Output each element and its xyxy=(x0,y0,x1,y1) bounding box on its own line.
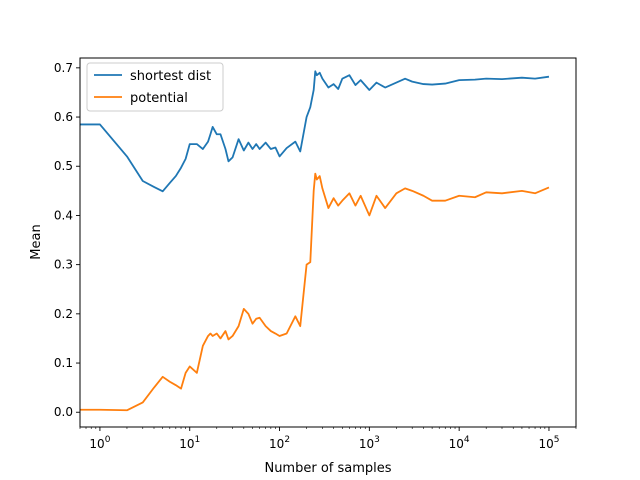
y-axis-ticks: 0.0 0.1 0.2 0.3 0.4 0.5 0.6 0.7 xyxy=(54,61,80,419)
series-layer xyxy=(80,70,550,412)
y-tick-label: 0.5 xyxy=(54,159,73,173)
y-tick-label: 0.6 xyxy=(54,110,73,124)
series-line-potential xyxy=(80,172,550,412)
x-axis-label: Number of samples xyxy=(264,461,391,476)
y-tick-label: 0.3 xyxy=(54,258,73,272)
legend-label-shortest-dist: shortest dist xyxy=(130,69,211,84)
series-line-shortest-dist xyxy=(80,70,550,193)
x-tick-label: 102 xyxy=(269,435,290,451)
y-tick-label: 0.2 xyxy=(54,307,73,321)
x-tick-label: 101 xyxy=(179,435,200,451)
x-tick-label: 104 xyxy=(449,435,470,451)
legend-label-potential: potential xyxy=(130,91,188,106)
y-tick-label: 0.7 xyxy=(54,61,73,75)
x-axis-ticks: 100 101 102 103 104 105 xyxy=(79,427,577,451)
x-tick-label: 100 xyxy=(89,435,110,451)
y-tick-label: 0.4 xyxy=(54,208,73,222)
plot-frame xyxy=(79,57,577,428)
y-tick-label: 0.0 xyxy=(54,405,73,419)
x-tick-label: 105 xyxy=(538,435,559,451)
plot-area xyxy=(80,58,576,427)
y-axis-label: Mean xyxy=(29,224,44,259)
y-tick-label: 0.1 xyxy=(54,356,73,370)
legend: shortest dist potential xyxy=(86,62,224,112)
x-tick-label: 103 xyxy=(359,435,380,451)
